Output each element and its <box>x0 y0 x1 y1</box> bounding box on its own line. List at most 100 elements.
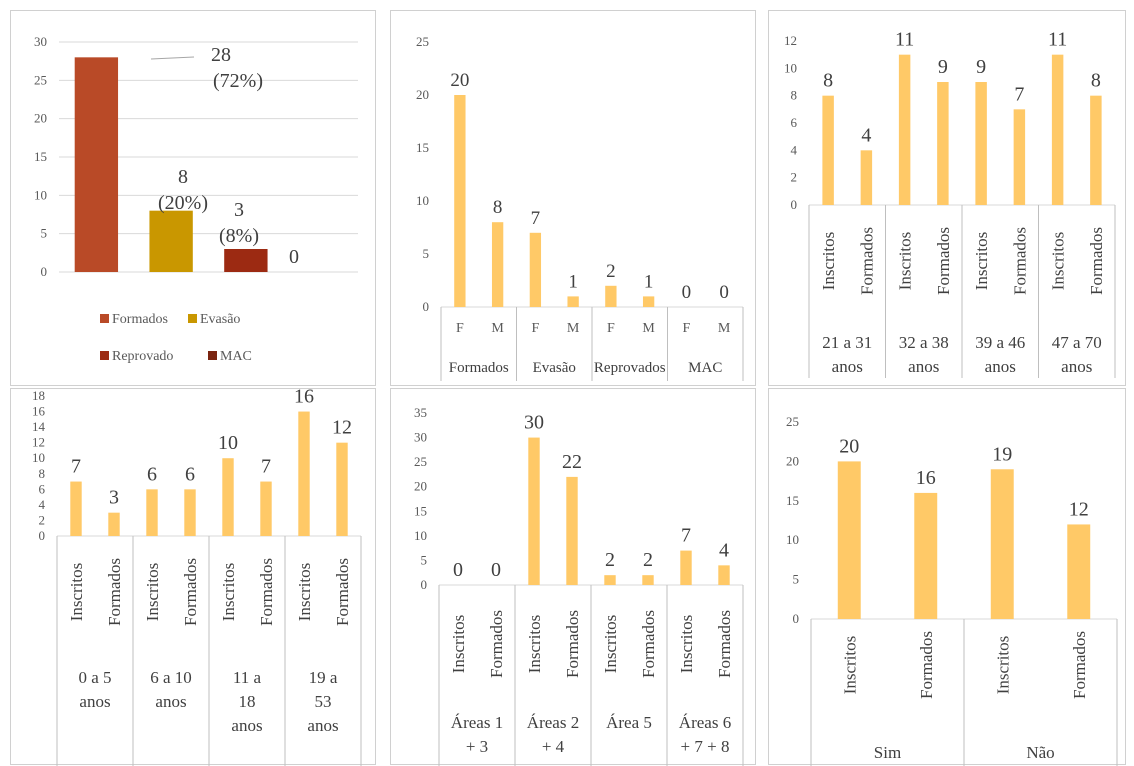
category-label: Formados <box>857 227 876 295</box>
data-label: 7 <box>681 525 691 547</box>
y-tick-label: 12 <box>32 435 45 450</box>
data-label-leader <box>150 56 195 60</box>
y-tick-label: 5 <box>41 226 48 241</box>
group-label-areas-6: Áreas 6 <box>679 713 731 732</box>
y-tick-label: 30 <box>414 430 427 445</box>
data-label: 1 <box>568 271 578 292</box>
bar-inscritos <box>1051 54 1064 205</box>
data-label: 2 <box>605 549 615 571</box>
y-tick-label: 25 <box>786 414 799 429</box>
category-label: Inscritos <box>819 232 838 291</box>
category-label: Inscritos <box>449 615 468 674</box>
data-label: 3 <box>234 199 244 221</box>
category-label: F <box>682 321 690 336</box>
bar-m <box>642 296 655 307</box>
chart-idade-criancas: 0246810121416187Inscritos3Formados6Inscr… <box>32 389 362 766</box>
category-label: F <box>456 321 464 336</box>
category-label: Formados <box>563 610 582 678</box>
y-tick-label: 20 <box>786 453 799 468</box>
data-label: 0 <box>453 559 463 581</box>
bar-f <box>529 232 542 307</box>
data-label: 8 <box>823 70 833 92</box>
category-label: M <box>718 321 731 336</box>
y-tick-label: 0 <box>791 197 798 212</box>
chart-sexo: 0 5 10 15 20 25 20 F 8 M 7 F 1 M 2 F 1 M 0 F 0 M Formados Evasã… <box>416 34 744 381</box>
data-label: 2 <box>606 261 616 282</box>
bar-inscritos <box>990 469 1014 619</box>
bar-inscritos <box>298 411 310 536</box>
y-tick-label: 15 <box>34 149 47 164</box>
data-label: 9 <box>938 56 948 78</box>
group-label-39-a-46: anos <box>985 357 1016 376</box>
group-label-11-a: 18 <box>239 692 256 711</box>
group-label-47-a-70: 47 a 70 <box>1052 333 1102 352</box>
y-tick-label: 5 <box>423 246 430 261</box>
bar-inscritos <box>837 461 861 619</box>
y-tick-label: 10 <box>414 528 427 543</box>
y-tick-label: 6 <box>39 481 46 496</box>
group-label-formados: Formados <box>449 360 509 376</box>
category-label: Inscritos <box>219 563 238 622</box>
data-label: 0 <box>682 282 692 303</box>
bar-formados <box>642 575 654 585</box>
data-label: 7 <box>1014 83 1024 105</box>
y-tick-label: 0 <box>793 611 800 626</box>
data-label: 4 <box>719 539 729 561</box>
data-label: 10 <box>218 432 238 454</box>
data-label: 0 <box>491 559 501 581</box>
data-label: 7 <box>71 456 81 478</box>
y-tick-label: 5 <box>793 572 800 587</box>
y-tick-label: 10 <box>34 187 47 202</box>
bar-evasao <box>149 210 193 272</box>
group-label-areas-1: Áreas 1 <box>451 713 503 732</box>
y-tick-label: 20 <box>34 111 47 126</box>
bar-formados <box>566 476 578 585</box>
data-label: 8 <box>1091 70 1101 92</box>
group-label-area-5: Área 5 <box>606 713 652 732</box>
bar-f <box>605 285 617 307</box>
category-label: Formados <box>917 631 936 699</box>
chart-panel-situacao: 0 5 10 15 20 25 30 28 (72%) 8 (20%) 3 (8%) 0 Formados E… <box>10 10 376 386</box>
group-label-sim: Sim <box>874 743 901 762</box>
data-label: 20 <box>839 435 859 457</box>
y-tick-label: 20 <box>414 479 427 494</box>
bar-reprovado <box>224 249 268 272</box>
data-label: 12 <box>332 417 352 439</box>
category-label: M <box>491 321 504 336</box>
data-label: 6 <box>185 463 195 485</box>
category-label: Inscritos <box>525 615 544 674</box>
y-tick-label: 35 <box>414 405 427 420</box>
data-label: 20 <box>450 70 469 91</box>
group-label-areas-2: + 4 <box>542 737 565 756</box>
category-label: Formados <box>105 558 124 626</box>
bar-inscritos <box>70 481 82 536</box>
group-label-0-a-5: 0 a 5 <box>78 668 111 687</box>
category-label: F <box>607 321 615 336</box>
data-label: 4 <box>861 124 871 146</box>
y-tick-label: 15 <box>414 503 427 518</box>
data-label: 16 <box>916 467 936 489</box>
y-tick-label: 10 <box>786 532 799 547</box>
data-label: 22 <box>562 451 582 473</box>
data-label: 9 <box>976 56 986 78</box>
chart-idade-adultos: 0 2 4 6 8 10 12 8 Inscritos 4 Formados 11 Inscritos 9… <box>784 29 1116 378</box>
data-label: 12 <box>1069 498 1089 520</box>
data-label: 7 <box>531 208 541 229</box>
group-label-6-a-10: anos <box>155 692 186 711</box>
chart-panel-areas: 0 5 10 15 20 25 30 35 0 Inscritos 0 Formados 30 Inscr… <box>390 388 756 766</box>
bar-formados <box>1067 524 1091 619</box>
legend-label-reprovado: Reprovado <box>112 349 173 364</box>
y-tick-label: 25 <box>34 72 47 87</box>
group-label-19-a: anos <box>307 716 338 735</box>
y-tick-label: 16 <box>32 404 46 419</box>
bar-inscritos <box>604 575 616 585</box>
group-label-areas-1: + 3 <box>466 737 488 756</box>
bar-inscritos <box>146 489 158 536</box>
group-label-areas-2: Áreas 2 <box>527 713 579 732</box>
bar-formados <box>937 82 949 205</box>
bar-inscritos <box>975 82 987 205</box>
legend-swatch-mac <box>208 351 217 360</box>
category-label: Inscritos <box>601 615 620 674</box>
y-tick-label: 10 <box>32 450 45 465</box>
group-label-32-a-38: anos <box>908 357 939 376</box>
